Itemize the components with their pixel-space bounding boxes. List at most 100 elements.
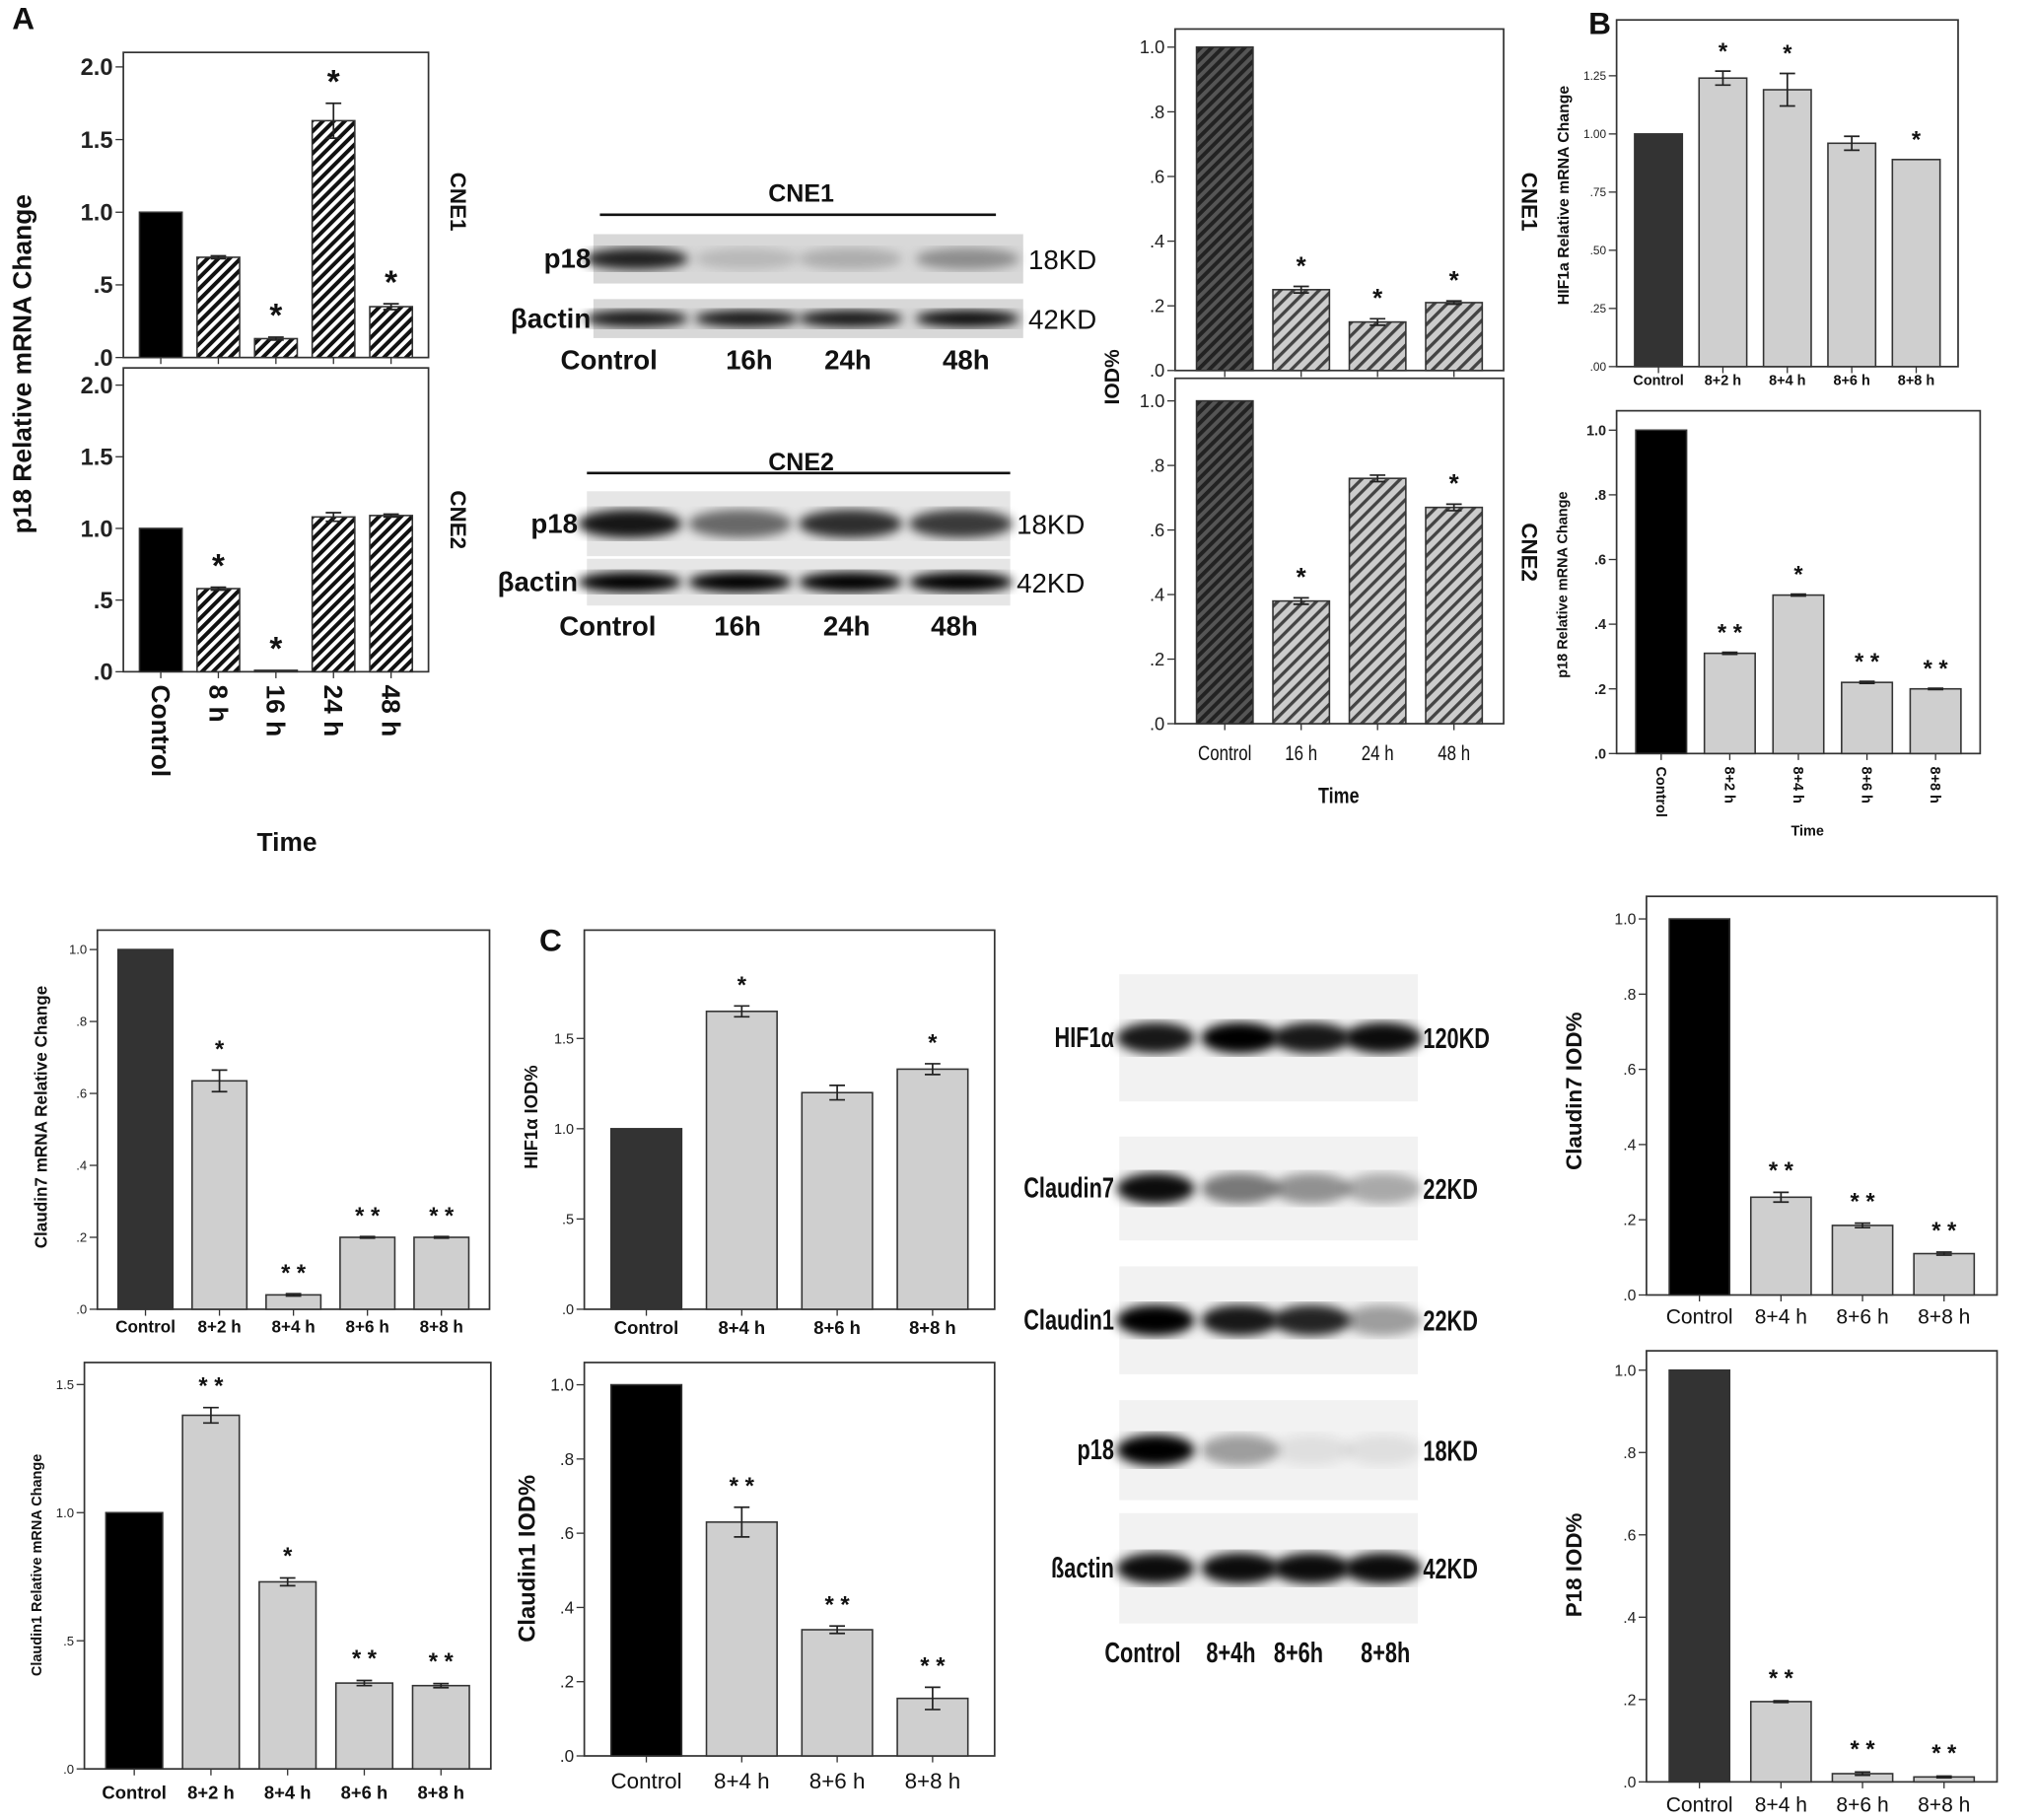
error-bar <box>1293 596 1309 605</box>
error-bar <box>383 513 399 519</box>
bar-control <box>1668 918 1731 1296</box>
x-tick-label: 8+6 h <box>346 1318 389 1337</box>
y-tick-label: .4 <box>1150 585 1164 605</box>
bar-8-8-h <box>1909 687 1962 755</box>
bar-chart-12: .0 .2 .4 .6 .8 1.0 Control * * 8+4 h * * 8+6 h * * 8… <box>1562 1350 1999 1817</box>
x-tick-label: 8+6 h <box>809 1769 866 1793</box>
protein-band <box>1344 1172 1423 1205</box>
x-tick-label: 8+8 h <box>417 1782 464 1802</box>
y-tick-label: .0 <box>1623 1288 1636 1304</box>
error-bar <box>829 1625 846 1635</box>
y-tick-label: 1.0 <box>81 201 113 227</box>
error-bar <box>1859 680 1875 684</box>
blot-lane-label: 8+8h <box>1361 1638 1410 1669</box>
x-tick-label: 8+6 h <box>1859 766 1874 803</box>
protein-band <box>1201 1435 1280 1466</box>
significance-marker: * * <box>429 1649 455 1675</box>
y-tick-label: .0 <box>76 1302 87 1317</box>
significance-marker: * <box>737 973 747 999</box>
western-blot-1: CNE1 p18 18KD βactin 42KD Control 16h 24h 48h <box>511 180 1096 376</box>
error-bar <box>924 1686 941 1711</box>
y-tick-label: 1.0 <box>554 1122 574 1138</box>
bar-chart-5: .00 .25 .50 .75 1.00 1.25 Control * 8+2 h * 8+4 h 8… <box>1556 19 1959 388</box>
x-tick-label: 8+8 h <box>905 1769 961 1793</box>
significance-marker: * * <box>1924 657 1949 682</box>
error-bar <box>1369 474 1386 483</box>
y-tick-label: .0 <box>94 346 113 372</box>
error-bar <box>1935 1775 1952 1780</box>
x-tick-label: 8+8 h <box>909 1317 956 1338</box>
bar-chart-2: .0 .5 1.0 1.5 2.0 Control * 8 h * 16 h 24 h 48 h CNE… <box>81 367 470 857</box>
y-tick-label: 1.0 <box>1614 1363 1636 1379</box>
protein-band <box>1344 1435 1423 1466</box>
error-bar <box>1790 593 1806 597</box>
protein-band <box>1344 1304 1423 1336</box>
y-tick-label: 1.0 <box>69 943 87 957</box>
error-bar <box>1855 1222 1870 1229</box>
error-bar <box>1935 1251 1952 1256</box>
error-bar <box>433 1682 450 1689</box>
significance-marker: * <box>269 298 282 334</box>
y-tick-label: .0 <box>562 1302 574 1318</box>
blot-row-label: βactin <box>511 303 591 333</box>
bar-48-h <box>1425 506 1484 725</box>
significance-marker: * * <box>429 1204 455 1229</box>
y-tick-label: .6 <box>1623 1527 1636 1544</box>
significance-marker: * <box>1793 562 1803 588</box>
protein-band <box>578 509 682 538</box>
bar-8-h <box>196 256 241 359</box>
protein-band <box>1272 1435 1351 1466</box>
y-tick-label: .5 <box>94 589 113 614</box>
bar-8-8-h <box>413 1236 470 1310</box>
error-bar <box>924 1063 941 1076</box>
y-tick-label: .00 <box>1590 360 1607 374</box>
bar-control <box>609 1128 683 1310</box>
bar-48-h <box>369 306 414 359</box>
bar-control <box>609 1383 683 1757</box>
x-tick-label: Control <box>1633 373 1683 388</box>
significance-marker: * <box>283 1544 293 1570</box>
blot-title: CNE1 <box>768 180 834 208</box>
y-tick-label: .50 <box>1590 244 1607 257</box>
blot-size-label: 120KD <box>1423 1023 1490 1055</box>
bar-control <box>1634 133 1684 368</box>
bar-8-4-h <box>1762 89 1812 368</box>
x-tick-label: Control <box>146 685 176 778</box>
bar-chart-10: .0 .2 .4 .6 .8 1.0 Control * * 8+4 h * * 8+6 h * * 8… <box>516 1362 996 1793</box>
error-bar <box>383 303 399 311</box>
protein-band <box>1116 1552 1195 1584</box>
x-tick-label: 8+8 h <box>1927 766 1942 803</box>
significance-marker: * * <box>730 1473 755 1500</box>
y-tick-label: 1.5 <box>554 1031 574 1047</box>
bar-chart-4: .0 .2 .4 .6 .8 1.0 Control * 16 h 24 h * 48 h CNE2 Ti… <box>1140 377 1541 808</box>
y-tick-label: 2.0 <box>81 55 113 81</box>
y-tick-label: .4 <box>1623 1610 1636 1627</box>
x-tick-label: 8+2 h <box>1705 373 1741 388</box>
bar-8-4-h <box>705 1011 778 1310</box>
error-bar <box>210 586 227 592</box>
bar-16-h <box>253 669 299 673</box>
y-tick-label: 1.00 <box>1583 127 1606 141</box>
x-axis-label: Time <box>1318 785 1359 808</box>
blot-size-label: 22KD <box>1423 1174 1478 1206</box>
significance-marker: * <box>1783 41 1792 67</box>
significance-marker: * <box>1297 564 1307 592</box>
protein-band <box>578 572 682 593</box>
bar-chart-3: .0 .2 .4 .6 .8 1.0 * * * CNE1 <box>1140 28 1541 381</box>
blot-size-label: 42KD <box>1028 305 1096 335</box>
error-bar <box>267 336 284 341</box>
bar-chart-11: .0 .2 .4 .6 .8 1.0 Control * * 8+4 h * * 8+6 h * * 8… <box>1562 895 1999 1328</box>
y-tick-label: .6 <box>1623 1062 1636 1079</box>
error-bar <box>433 1235 450 1239</box>
error-bar <box>734 1005 750 1018</box>
x-tick-label: 8+6 h <box>341 1782 388 1802</box>
side-label: CNE1 <box>1516 173 1541 232</box>
blot-lane-label: 24h <box>823 610 871 641</box>
y-axis-label: Claudin7 IOD% <box>1562 1012 1586 1169</box>
x-tick-label: 8+8 h <box>1918 1794 1970 1817</box>
bar-control <box>1195 46 1254 372</box>
plot-frame <box>1173 377 1505 725</box>
bar-control <box>1668 1368 1731 1784</box>
bar-16-h <box>1272 289 1331 372</box>
error-bar <box>210 254 227 260</box>
